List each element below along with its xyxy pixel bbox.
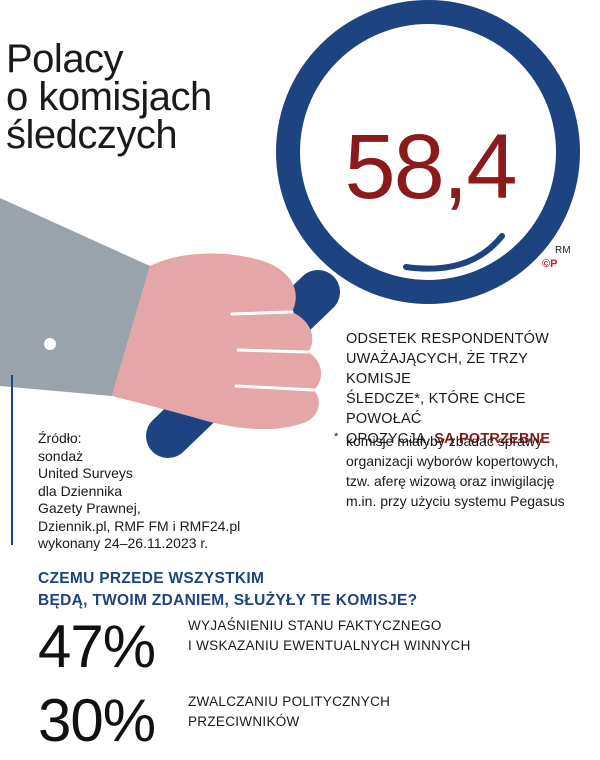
footnote-line: m.in. przy użyciu systemu Pegasus (346, 493, 565, 509)
hand-magnifier-illustration (0, 0, 580, 458)
description-prefix: OPOZYCJA, (346, 431, 430, 447)
description-line: OPOZYCJA, SĄ POTRZEBNE (346, 429, 596, 449)
sleeve-shape (0, 198, 150, 396)
answer-percent: 47% (38, 613, 156, 680)
answer-row: 47% WYJAŚNIENIU STANU FAKTYCZNEGO I WSKA… (38, 614, 598, 684)
survey-question: CZEMU PRZEDE WSZYSTKIM BĘDĄ, TWOIM ZDANI… (38, 568, 578, 612)
footnote-line: komisje miałyby zbadać sprawy (346, 433, 543, 449)
footnote-marker: * (334, 431, 339, 443)
magnifier-ring-icon (276, 0, 580, 304)
rm-mark: RM (555, 245, 571, 256)
answer-label-line: ZWALCZANIU POLITYCZNYCH (188, 694, 391, 709)
answer-label-line: PRZECIWNIKÓW (188, 714, 300, 729)
source-line: Źródło: (38, 430, 82, 446)
source-line: Gazety Prawnej, (38, 500, 141, 516)
source-line: wykonany 24–26.11.2023 r. (38, 535, 209, 551)
source-line: United Surveys (38, 465, 133, 481)
hand-shape (112, 253, 322, 430)
answer-label: WYJAŚNIENIU STANU FAKTYCZNEGO I WSKAZANI… (188, 616, 471, 656)
title-line: śledczych (6, 113, 178, 157)
source-line: Dziennik.pl, RMF FM i RMF24.pl (38, 517, 241, 534)
source-line: sondaż (38, 447, 84, 464)
answer-label-line: WYJAŚNIENIU STANU FAKTYCZNEGO (188, 618, 442, 633)
title-line: o komisjach (6, 75, 212, 119)
footnote-line: organizacji wyborów kopertowych, (346, 453, 559, 469)
answer-row: 30% ZWALCZANIU POLITYCZNYCH PRZECIWNIKÓW (38, 688, 598, 758)
source-divider (11, 375, 13, 545)
description-line: ODSETEK RESPONDENTÓW (346, 331, 549, 347)
answer-percent: 30% (38, 687, 156, 754)
footnote: * komisje miałyby zbadać sprawy organiza… (334, 431, 596, 511)
headline-value: 58,4 (344, 116, 517, 218)
description-line: UWAŻAJĄCYCH, ŻE TRZY KOMISJE (346, 351, 528, 387)
description-line: ŚLEDCZE*, KTÓRE CHCE POWOŁAĆ (346, 391, 526, 427)
rmf-logo-icon: ©P (542, 258, 558, 270)
description-highlight: SĄ POTRZEBNE (434, 431, 551, 447)
question-line: BĘDĄ, TWOIM ZDANIEM, SŁUŻYŁY TE KOMISJE? (38, 592, 418, 609)
title-line: Polacy (6, 37, 124, 81)
question-line: CZEMU PRZEDE WSZYSTKIM (38, 570, 265, 587)
source-note: Źródło: sondaż United Surveys dla Dzienn… (38, 430, 278, 553)
lens-glint (403, 233, 505, 272)
source-line: dla Dziennika (38, 482, 123, 499)
respondents-description: ODSETEK RESPONDENTÓW UWAŻAJĄCYCH, ŻE TRZ… (346, 329, 596, 449)
answer-label-line: I WSKAZANIU EWENTUALNYCH WINNYCH (188, 638, 471, 653)
answer-label: ZWALCZANIU POLITYCZNYCH PRZECIWNIKÓW (188, 692, 390, 732)
finger-lines (230, 310, 316, 392)
footnote-line: tzw. aferę wizową oraz inwigilację (346, 473, 555, 489)
page-title: Polacy o komisjach śledczych (6, 37, 266, 157)
cuff-button (44, 338, 56, 350)
